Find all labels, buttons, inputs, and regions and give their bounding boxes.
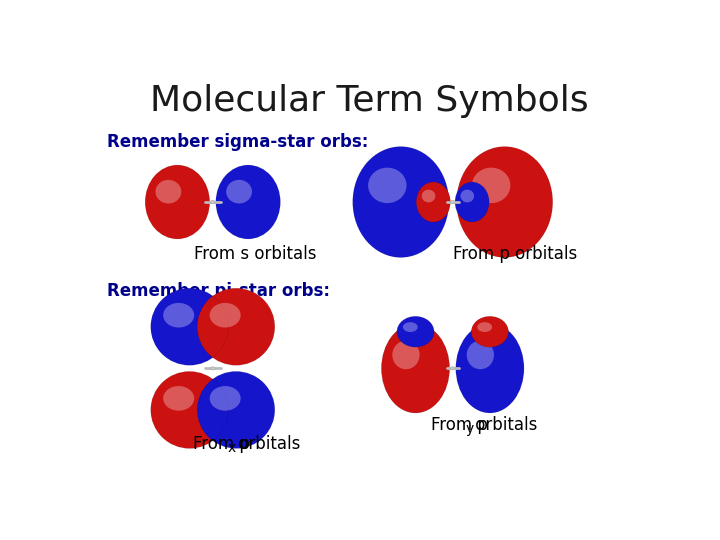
Ellipse shape [216, 165, 280, 239]
Ellipse shape [451, 200, 455, 204]
Ellipse shape [456, 323, 524, 413]
Text: orbitals: orbitals [470, 416, 538, 434]
Ellipse shape [467, 341, 494, 369]
Ellipse shape [472, 316, 508, 347]
Ellipse shape [353, 146, 449, 258]
Ellipse shape [150, 372, 228, 448]
Ellipse shape [226, 180, 252, 204]
Ellipse shape [210, 200, 215, 204]
Ellipse shape [403, 322, 418, 332]
Ellipse shape [397, 316, 434, 347]
Ellipse shape [197, 372, 275, 448]
Ellipse shape [163, 386, 194, 411]
Ellipse shape [150, 288, 228, 365]
Ellipse shape [145, 165, 210, 239]
Ellipse shape [210, 386, 240, 411]
Ellipse shape [156, 180, 181, 204]
Ellipse shape [422, 190, 436, 202]
Ellipse shape [416, 182, 451, 222]
Ellipse shape [163, 303, 194, 328]
Ellipse shape [451, 367, 455, 370]
Ellipse shape [472, 167, 510, 203]
Text: Remember sigma-star orbs:: Remember sigma-star orbs: [107, 133, 368, 151]
Ellipse shape [456, 146, 553, 258]
Text: orbitals: orbitals [233, 435, 300, 453]
Text: x: x [228, 441, 236, 455]
Ellipse shape [392, 341, 420, 369]
Text: From p orbitals: From p orbitals [453, 245, 577, 264]
Text: y: y [466, 422, 474, 436]
Ellipse shape [197, 288, 275, 365]
Ellipse shape [461, 190, 474, 202]
Ellipse shape [477, 322, 492, 332]
Text: Remember pi-star orbs:: Remember pi-star orbs: [107, 282, 330, 300]
Text: From p: From p [194, 435, 251, 453]
Ellipse shape [210, 367, 215, 370]
Ellipse shape [455, 182, 489, 222]
Ellipse shape [382, 323, 449, 413]
Text: From p: From p [431, 416, 488, 434]
Text: From s orbitals: From s orbitals [194, 245, 317, 264]
Text: Molecular Term Symbols: Molecular Term Symbols [150, 84, 588, 118]
Ellipse shape [368, 167, 407, 203]
Ellipse shape [210, 303, 240, 328]
